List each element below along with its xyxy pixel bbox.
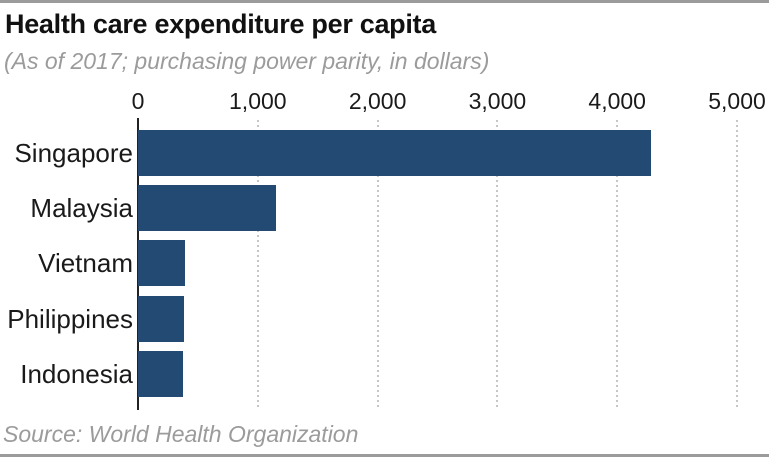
gridline [376, 120, 379, 408]
bar-indonesia [138, 350, 183, 397]
category-label-indonesia: Indonesia [20, 358, 133, 389]
x-tick-label: 0 [131, 88, 145, 114]
category-label-malaysia: Malaysia [30, 193, 133, 224]
bar-singapore [138, 130, 651, 176]
category-label-vietnam: Vietnam [38, 248, 133, 279]
x-tick-label: 4,000 [588, 88, 646, 114]
category-label-philippines: Philippines [7, 303, 133, 334]
x-tick-label: 3,000 [468, 88, 527, 114]
plot-area [137, 118, 769, 410]
bottom-border-rule [0, 454, 769, 457]
bar-malaysia [138, 185, 276, 232]
chart-title: Health care expenditure per capita [5, 9, 436, 39]
gridline [736, 120, 738, 408]
x-tick-label: 2,000 [348, 88, 407, 114]
category-label-singapore: Singapore [14, 138, 133, 168]
gridline [496, 120, 499, 408]
x-tick-label: 5,000 [708, 88, 766, 114]
top-border-rule [0, 0, 769, 3]
x-tick-label: 1,000 [229, 88, 287, 114]
source-note: Source: World Health Organization [3, 421, 359, 447]
chart-subtitle: (As of 2017; purchasing power parity, in… [4, 48, 490, 74]
category-axis: Singapore Malaysia Vietnam Philippines Indon… [0, 120, 133, 408]
bar-vietnam [138, 240, 185, 287]
gridline [616, 120, 619, 408]
bar-philippines [138, 295, 184, 342]
gridline [256, 120, 259, 408]
x-axis: 0 1,000 2,000 3,000 4,000 5,000 [0, 86, 769, 116]
